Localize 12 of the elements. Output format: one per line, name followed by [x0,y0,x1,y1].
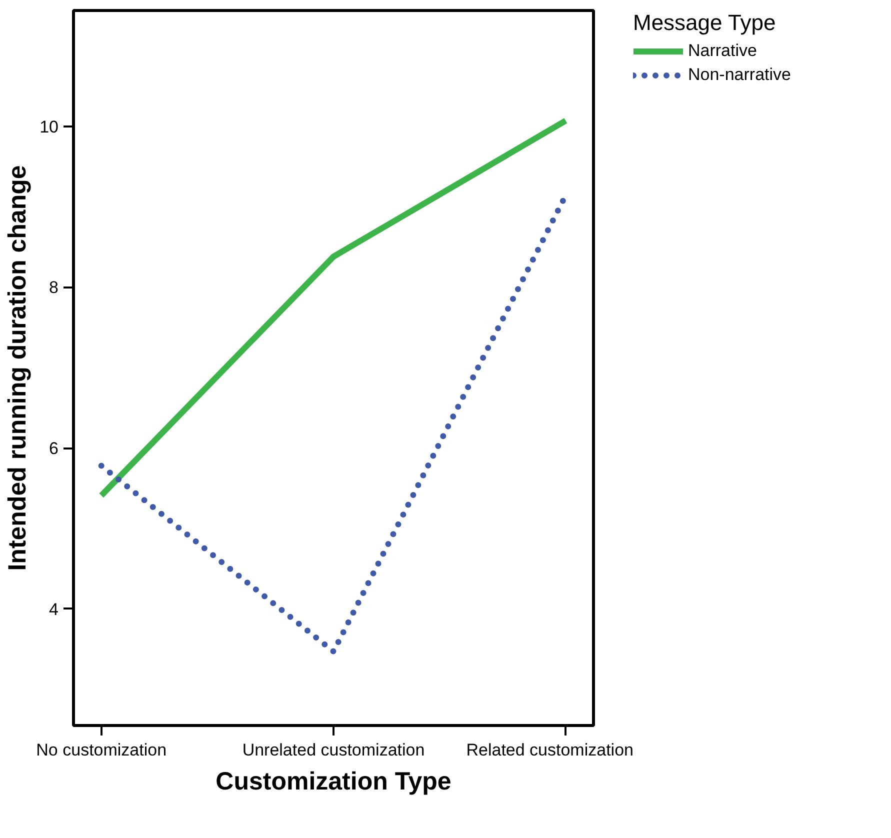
x-axis-title: Customization Type [216,768,452,796]
legend-title: Message Type [633,10,777,36]
x-tick-label: No customization [36,740,167,760]
x-tick-label: Related customization [466,740,634,760]
y-tick-label: 4 [49,600,59,619]
legend-label: Narrative [688,41,757,61]
legend-label: Non-narrative [688,65,791,85]
y-tick-label: 10 [40,117,59,136]
x-tick-label: Unrelated customization [242,740,425,760]
y-axis-title: Intended running duration change [4,165,32,571]
y-tick-label: 6 [49,439,59,458]
y-tick-label: 8 [49,278,59,298]
